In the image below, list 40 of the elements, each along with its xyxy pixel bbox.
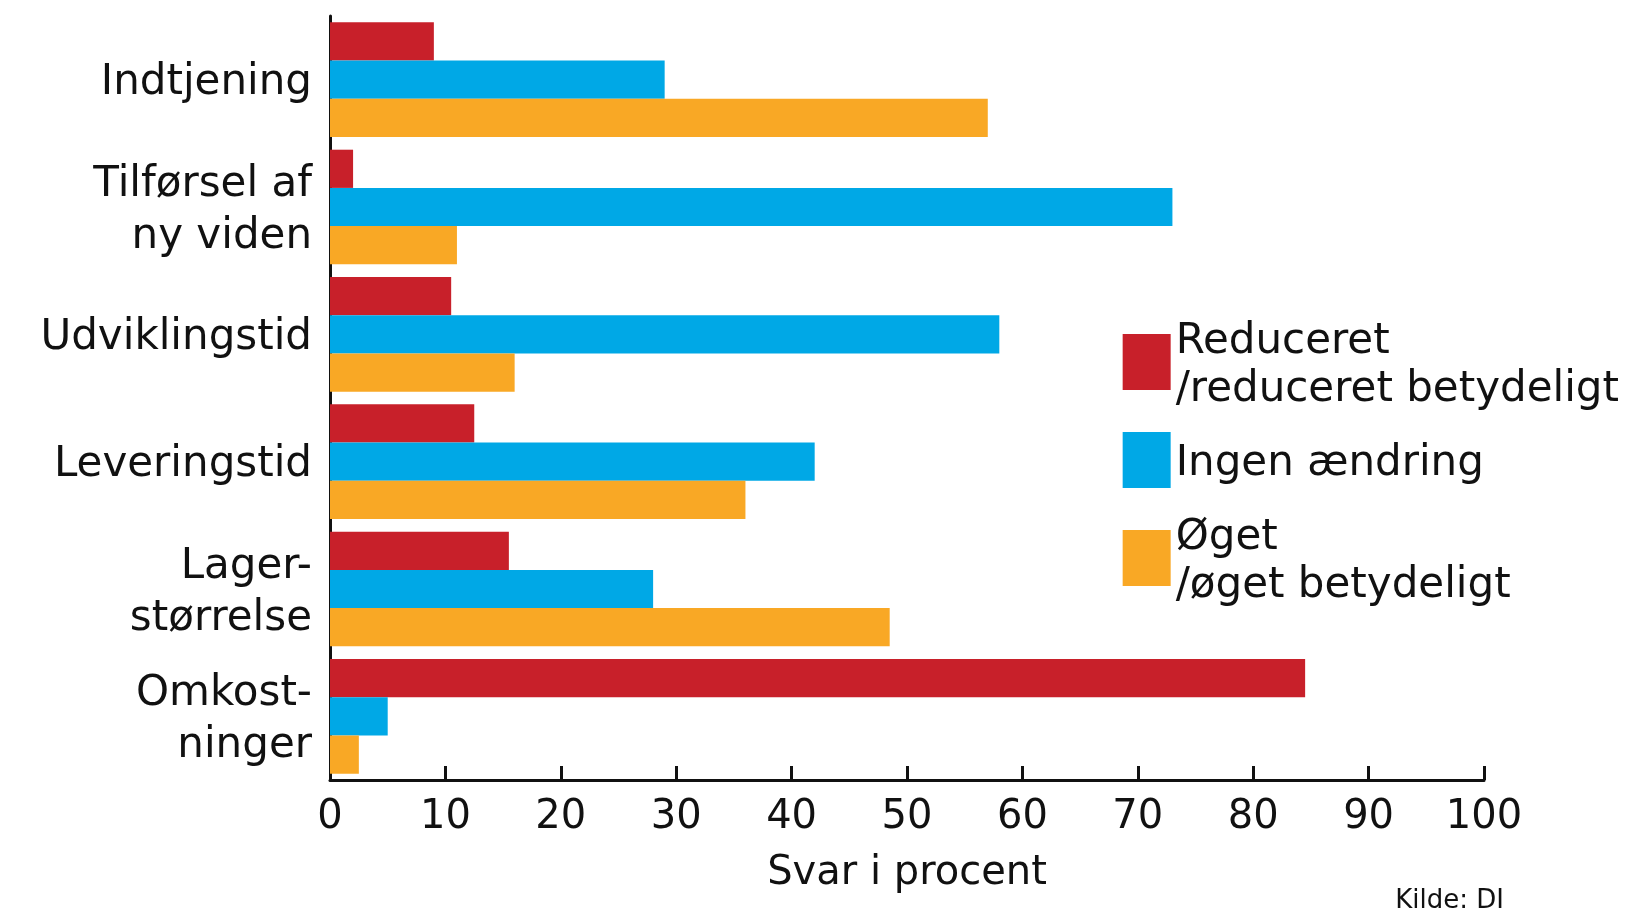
bar <box>330 659 1306 698</box>
x-tick-label: 90 <box>1343 791 1395 837</box>
text: Kilde: DI <box>1395 884 1505 914</box>
y-tick-label: Tilførsel af ny viden <box>92 156 314 258</box>
y-tick-label: Leveringstid <box>53 437 312 487</box>
bar <box>330 442 815 481</box>
bar <box>330 569 654 609</box>
bar <box>330 353 515 392</box>
bar <box>330 149 354 188</box>
bar <box>330 315 1000 354</box>
x-tick-label: 60 <box>996 791 1048 837</box>
bar <box>330 277 452 316</box>
x-tick-label: 30 <box>650 791 702 837</box>
x-tick-label: 40 <box>766 791 818 837</box>
y-tick-label: Udviklingstid <box>40 309 312 359</box>
bar <box>330 98 988 137</box>
x-tick-label: 80 <box>1227 791 1279 837</box>
bar <box>330 608 890 647</box>
x-tick-label: 0 <box>317 791 343 837</box>
legend-label: Reduceret /reduceret betydeligt <box>1175 313 1620 411</box>
y-tick-label: Omkost- ninger <box>136 665 313 767</box>
bar <box>330 531 509 570</box>
bar <box>330 404 475 443</box>
bar <box>330 22 434 61</box>
bar <box>330 480 746 519</box>
bar <box>330 735 359 774</box>
x-tick-label: 10 <box>419 791 471 837</box>
bar <box>330 697 388 736</box>
x-axis-title: Svar i procent <box>767 847 1047 893</box>
bar <box>330 226 457 265</box>
legend-label: Øget /øget betydeligt <box>1175 509 1511 607</box>
x-tick-label: 50 <box>881 791 933 837</box>
bar <box>330 187 1173 227</box>
bar <box>330 60 665 99</box>
legend-label: Ingen ændring <box>1175 435 1484 485</box>
y-tick-label: Lager- størrelse <box>129 538 312 640</box>
x-tick-label: 20 <box>535 791 587 837</box>
x-tick-label: 70 <box>1112 791 1164 837</box>
y-tick-label: Indtjening <box>100 55 312 105</box>
x-tick-label: 100 <box>1445 791 1523 837</box>
